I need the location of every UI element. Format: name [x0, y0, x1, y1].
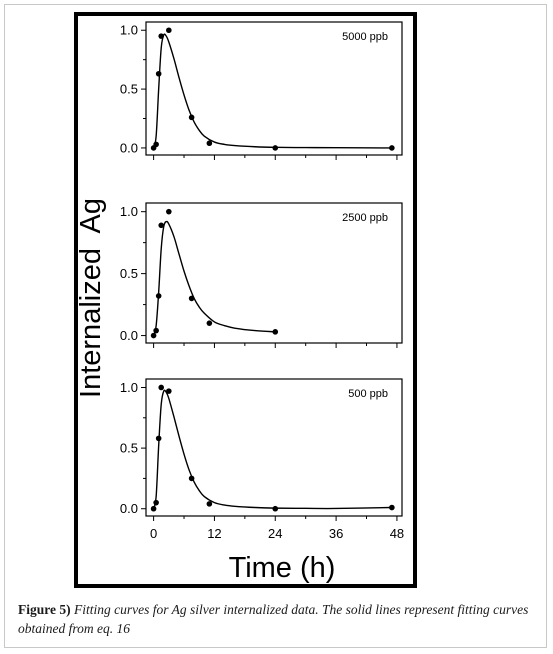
panel-1-annotation: 5000 ppb [342, 31, 388, 43]
panel-3-data-point [272, 505, 279, 512]
panel-3-x-tick-label: 48 [390, 526, 404, 541]
panel-3-data-point [153, 499, 159, 506]
panels: 0.0 0.5 1.0 5000 ppb 0.0 0.5 1.0 2500 ppb 0.0 0.5… [120, 21, 404, 541]
panel-3-box [145, 378, 403, 517]
panel-1-data-point [206, 140, 213, 147]
panel-2-y-tick-label: 0.0 [120, 328, 138, 343]
panel-3-data-point [150, 505, 157, 512]
panel-3-data-point [188, 475, 195, 482]
panel-1-data-point [153, 141, 159, 148]
panel-2-data-point [188, 295, 195, 302]
panel-2-y-tick-label: 0.5 [120, 266, 138, 281]
caption-label: Figure 5) [18, 602, 71, 617]
panel-1-data-point [155, 70, 162, 77]
panel-1-data-point [166, 27, 172, 34]
panel-1-box [145, 21, 403, 156]
panel-2-data-point [272, 329, 279, 335]
panel-3-data-point [155, 435, 162, 442]
panel-2-data-point [206, 320, 213, 326]
panel-3-data-point [206, 501, 213, 507]
panel-2-annotation: 2500 ppb [342, 212, 388, 224]
panel-2-data-point [166, 208, 172, 215]
panel-3-data-point [158, 384, 165, 391]
panel-1-y-tick-label: 0.0 [120, 140, 138, 155]
panel-3-x-tick-label: 0 [150, 526, 157, 541]
panel-2-data-point [158, 222, 165, 229]
panel-1-data-point [188, 114, 195, 121]
panel-2-y-tick-label: 1.0 [120, 204, 138, 219]
panel-2-data-point [155, 293, 162, 299]
panel-2-box [145, 202, 403, 344]
panel-3-x-tick-label: 12 [207, 526, 221, 541]
panel-3-y-tick-label: 1.0 [120, 380, 138, 395]
outer-border [4, 4, 547, 648]
panel-3-data-point [389, 504, 395, 511]
panel-1-data-point [158, 33, 165, 39]
panel-1-data-point [272, 145, 279, 151]
panel-1-fit-curve [152, 33, 392, 149]
panel-1-data-point [389, 145, 395, 151]
figure-frame [74, 12, 417, 588]
y-axis-title: Internalized Ag [75, 198, 107, 398]
figure-caption: Figure 5) Fitting curves for Ag silver i… [18, 600, 538, 638]
panel-1-y-tick-label: 1.0 [120, 23, 138, 38]
panel-3-x-tick-label: 36 [329, 526, 343, 541]
panel-3-x-tick-label: 24 [268, 526, 282, 541]
panel-3-y-tick-label: 0.5 [120, 441, 138, 456]
panel-2-fit-curve [152, 220, 276, 336]
panel-2-data-point [150, 332, 157, 339]
x-axis-title: Time (h) [229, 552, 336, 584]
panel-2-data-point [153, 327, 159, 334]
panel-3-annotation: 500 ppb [348, 388, 388, 400]
panel-3-y-tick-label: 0.0 [120, 501, 138, 516]
panel-3-data-point [166, 388, 172, 394]
panel-3-fit-curve [152, 389, 392, 510]
caption-text: Fitting curves for Ag silver internalize… [18, 602, 529, 636]
panel-1-y-tick-label: 0.5 [120, 82, 138, 97]
